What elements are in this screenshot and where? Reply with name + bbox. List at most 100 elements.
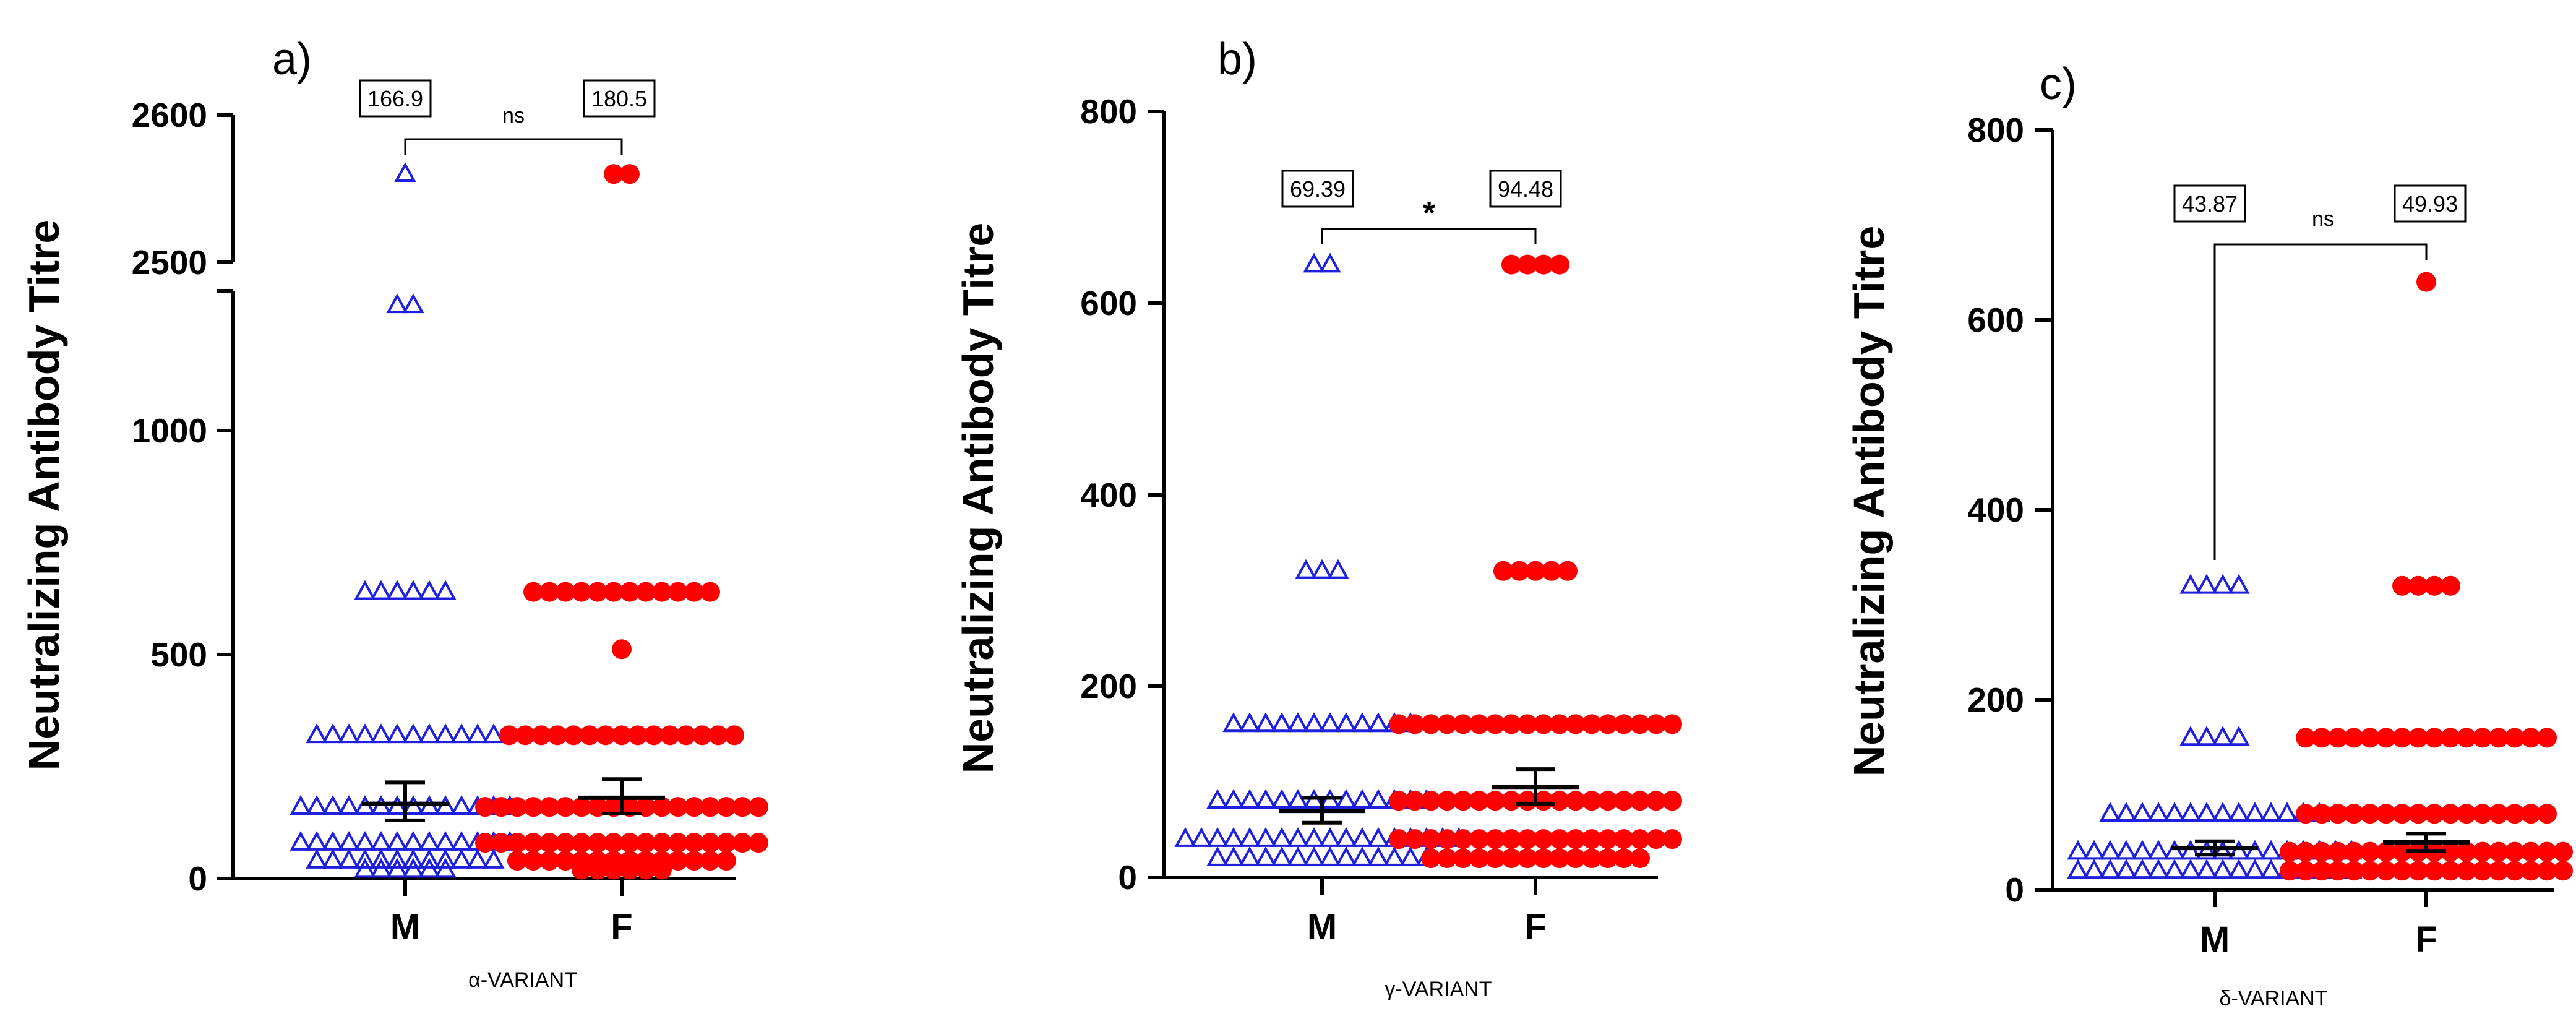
data-point-circle bbox=[684, 833, 704, 853]
data-point-circle bbox=[1437, 714, 1457, 734]
data-point-triangle bbox=[338, 830, 360, 851]
data-point-triangle bbox=[2163, 859, 2186, 879]
data-point-circle bbox=[2280, 841, 2299, 862]
data-point-circle bbox=[2505, 804, 2525, 824]
panel-b-y-axis-title: Neutralizing Antibody Titre bbox=[954, 223, 1002, 774]
data-point-circle bbox=[2312, 861, 2332, 881]
data-point-triangle bbox=[2179, 726, 2202, 746]
data-point-triangle bbox=[2179, 802, 2202, 822]
data-point-circle bbox=[2537, 728, 2557, 748]
data-point-circle bbox=[1421, 714, 1441, 734]
data-point-circle bbox=[2360, 841, 2380, 862]
data-point-triangle bbox=[434, 723, 457, 744]
data-point-circle bbox=[684, 797, 704, 817]
data-point-triangle bbox=[1239, 846, 1261, 866]
data-point-triangle bbox=[306, 795, 328, 815]
data-point-triangle bbox=[2179, 574, 2202, 594]
panel-c-mean-box-f bbox=[2394, 184, 2467, 223]
data-point-triangle bbox=[402, 830, 424, 851]
data-point-triangle bbox=[1319, 712, 1341, 733]
data-point-triangle bbox=[2212, 840, 2234, 860]
data-point-circle bbox=[1405, 791, 1425, 811]
data-point-circle bbox=[644, 725, 664, 746]
data-point-circle bbox=[2489, 804, 2509, 824]
data-point-triangle bbox=[1351, 827, 1373, 847]
data-point-circle bbox=[1646, 791, 1666, 811]
data-point-circle bbox=[636, 833, 656, 853]
data-point-circle bbox=[2489, 841, 2509, 862]
data-point-triangle bbox=[418, 858, 440, 878]
data-point-circle bbox=[2521, 728, 2541, 748]
data-point-triangle bbox=[418, 830, 440, 851]
data-point-circle bbox=[668, 797, 688, 817]
data-point-circle bbox=[539, 851, 559, 871]
data-point-triangle bbox=[1383, 846, 1406, 866]
data-point-circle bbox=[1501, 791, 1521, 811]
data-point-circle bbox=[1485, 791, 1505, 811]
data-point-circle bbox=[523, 797, 543, 817]
data-point-circle bbox=[684, 851, 704, 871]
error-bar bbox=[2406, 832, 2446, 853]
data-point-triangle bbox=[386, 293, 408, 314]
data-point-triangle bbox=[1295, 559, 1317, 579]
data-point-triangle bbox=[1206, 827, 1229, 847]
data-point-triangle bbox=[402, 580, 424, 600]
data-point-triangle bbox=[2115, 859, 2137, 879]
panel-a-y-tick-label: 2500 bbox=[132, 243, 207, 282]
data-point-circle bbox=[2376, 861, 2396, 881]
data-point-triangle bbox=[370, 723, 392, 744]
data-point-circle bbox=[1662, 829, 1682, 850]
data-point-circle bbox=[1501, 714, 1521, 734]
data-point-triangle bbox=[322, 723, 344, 744]
data-point-triangle bbox=[402, 293, 424, 314]
data-point-circle bbox=[2344, 728, 2364, 748]
panel-a-y-tick-label: 0 bbox=[188, 859, 207, 898]
data-point-circle bbox=[2424, 804, 2444, 824]
data-point-circle bbox=[2473, 728, 2492, 748]
data-point-circle bbox=[749, 797, 768, 817]
panel-b: b) Neutralizing Antibody Titre γ-VARIANT… bbox=[954, 35, 1682, 1001]
data-point-circle bbox=[2553, 861, 2573, 881]
data-point-triangle bbox=[354, 723, 376, 744]
data-point-circle bbox=[692, 725, 712, 746]
data-point-triangle bbox=[2212, 574, 2234, 594]
data-point-triangle bbox=[2212, 802, 2234, 822]
panel-a-label: a) bbox=[272, 35, 312, 84]
data-point-circle bbox=[1526, 561, 1545, 581]
data-point-circle bbox=[491, 797, 511, 817]
data-point-triangle bbox=[2212, 859, 2234, 879]
panel-a-y-tick-label: 2600 bbox=[132, 96, 207, 134]
panel-b-category-m: M bbox=[1307, 907, 1337, 947]
data-point-circle bbox=[523, 833, 543, 853]
data-point-circle bbox=[2537, 861, 2557, 881]
data-point-circle bbox=[604, 164, 624, 184]
data-point-circle bbox=[1558, 561, 1578, 581]
panel-c-y-tick-label: 0 bbox=[2005, 871, 2024, 909]
data-point-triangle bbox=[2212, 726, 2234, 746]
data-point-triangle bbox=[1222, 846, 1245, 866]
data-point-triangle bbox=[1255, 789, 1277, 809]
data-point-triangle bbox=[434, 858, 457, 878]
data-point-circle bbox=[1566, 848, 1586, 869]
data-point-triangle bbox=[1367, 789, 1389, 809]
data-point-circle bbox=[2416, 272, 2436, 292]
data-point-circle bbox=[2376, 728, 2396, 748]
data-point-circle bbox=[1453, 848, 1473, 869]
data-point-circle bbox=[700, 833, 720, 853]
data-point-circle bbox=[2521, 861, 2541, 881]
panel-b-points-m bbox=[1174, 252, 1470, 866]
data-point-triangle bbox=[2115, 802, 2137, 822]
data-point-circle bbox=[1550, 254, 1569, 275]
data-point-triangle bbox=[2083, 859, 2105, 879]
data-point-circle bbox=[1582, 848, 1602, 869]
data-point-circle bbox=[668, 833, 688, 853]
data-point-triangle bbox=[1255, 827, 1277, 847]
data-point-triangle bbox=[338, 795, 360, 815]
data-point-triangle bbox=[1319, 252, 1341, 273]
data-point-circle bbox=[2489, 861, 2509, 881]
data-point-circle bbox=[1582, 829, 1602, 850]
data-point-circle bbox=[2392, 804, 2412, 824]
data-point-triangle bbox=[1190, 827, 1213, 847]
data-point-circle bbox=[1550, 848, 1569, 869]
